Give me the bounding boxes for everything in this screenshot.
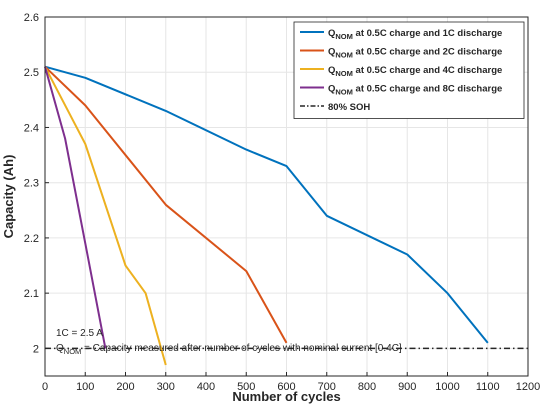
- x-tick-label: 1100: [476, 381, 500, 393]
- x-tick-label: 400: [197, 381, 215, 393]
- legend: QNOM at 0.5C charge and 1C dischargeQNOM…: [293, 21, 525, 119]
- x-axis-label: Number of cycles: [232, 389, 340, 404]
- series-line-3: [44, 66, 167, 366]
- legend-series-text: at 0.5C charge and 8C discharge: [353, 84, 502, 95]
- annotation-nom-subscript: NOM: [64, 347, 82, 356]
- x-tick-label: 1000: [435, 381, 459, 393]
- x-tick-label: 0: [42, 381, 48, 393]
- legend-series-text: at 0.5C charge and 4C discharge: [353, 65, 502, 76]
- y-tick-label: 2.4: [24, 122, 39, 134]
- legend-series-text: at 0.5C charge and 2C discharge: [353, 47, 502, 58]
- y-tick-label: 2.5: [24, 67, 39, 79]
- legend-nom-subscript: NOM: [335, 69, 353, 78]
- x-tick-label: 200: [116, 381, 134, 393]
- x-tick-label: 800: [358, 381, 376, 393]
- y-tick-label: 2.2: [24, 233, 39, 245]
- legend-label-2: QNOM at 0.5C charge and 2C discharge: [328, 47, 502, 60]
- legend-label-3: QNOM at 0.5C charge and 4C discharge: [328, 65, 502, 78]
- legend-box: [293, 21, 525, 119]
- y-tick-label: 2.6: [24, 12, 39, 24]
- annotations: 1C = 2.5 A QNOM = Capacity measured afte…: [56, 328, 402, 356]
- annotation-qnom-definition: QNOM = Capacity measured after number of…: [56, 343, 402, 356]
- series-line-1: [44, 65, 489, 344]
- x-tick-label: 500: [237, 381, 255, 393]
- legend-q: Q: [328, 47, 335, 58]
- legend-label-soh: 80% SOH: [328, 102, 370, 113]
- series-line-2: [44, 65, 288, 344]
- annotation-q: Q: [56, 343, 64, 354]
- y-tick-label: 2.1: [24, 288, 39, 300]
- annotation-c-rate: 1C = 2.5 A: [56, 328, 103, 339]
- y-tick-labels: 2 2.1 2.2 2.3 2.4 2.5 2.6: [24, 12, 39, 355]
- y-tick-label: 2: [33, 343, 39, 355]
- legend-q: Q: [328, 65, 335, 76]
- x-tick-label: 600: [277, 381, 295, 393]
- x-tick-label: 900: [398, 381, 416, 393]
- y-axis-label: Capacity (Ah): [1, 155, 16, 239]
- annotation-qnom-text: = Capacity measured after number of cycl…: [81, 343, 402, 354]
- y-tick-label: 2.3: [24, 178, 39, 190]
- legend-q: Q: [328, 84, 335, 95]
- x-tick-label: 300: [157, 381, 175, 393]
- plot-frame: [44, 16, 529, 377]
- legend-label-1: QNOM at 0.5C charge and 1C discharge: [328, 28, 502, 41]
- legend-label-4: QNOM at 0.5C charge and 8C discharge: [328, 84, 502, 97]
- x-tick-label: 1200: [516, 381, 540, 393]
- legend-nom-subscript: NOM: [335, 32, 353, 41]
- legend-nom-subscript: NOM: [335, 88, 353, 97]
- series-group: [44, 65, 489, 366]
- x-tick-label: 100: [76, 381, 94, 393]
- series-line-4: [44, 66, 107, 349]
- legend-q: Q: [328, 28, 335, 39]
- x-tick-label: 700: [318, 381, 336, 393]
- x-tick-labels: 0 100 200 300 400 500 600 700 800 900 1000 1100 1200: [42, 381, 540, 393]
- legend-series-text: at 0.5C charge and 1C discharge: [353, 28, 502, 39]
- legend-nom-subscript: NOM: [335, 51, 353, 60]
